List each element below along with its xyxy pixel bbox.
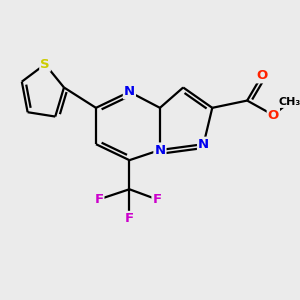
Text: O: O (268, 109, 279, 122)
Text: N: N (198, 138, 209, 151)
Text: F: F (152, 193, 162, 206)
Text: F: F (125, 212, 134, 225)
Text: F: F (94, 193, 104, 206)
Text: N: N (124, 85, 135, 98)
Text: N: N (154, 143, 166, 157)
Text: S: S (40, 58, 50, 71)
Text: CH₃: CH₃ (278, 97, 300, 107)
Text: O: O (256, 69, 267, 82)
